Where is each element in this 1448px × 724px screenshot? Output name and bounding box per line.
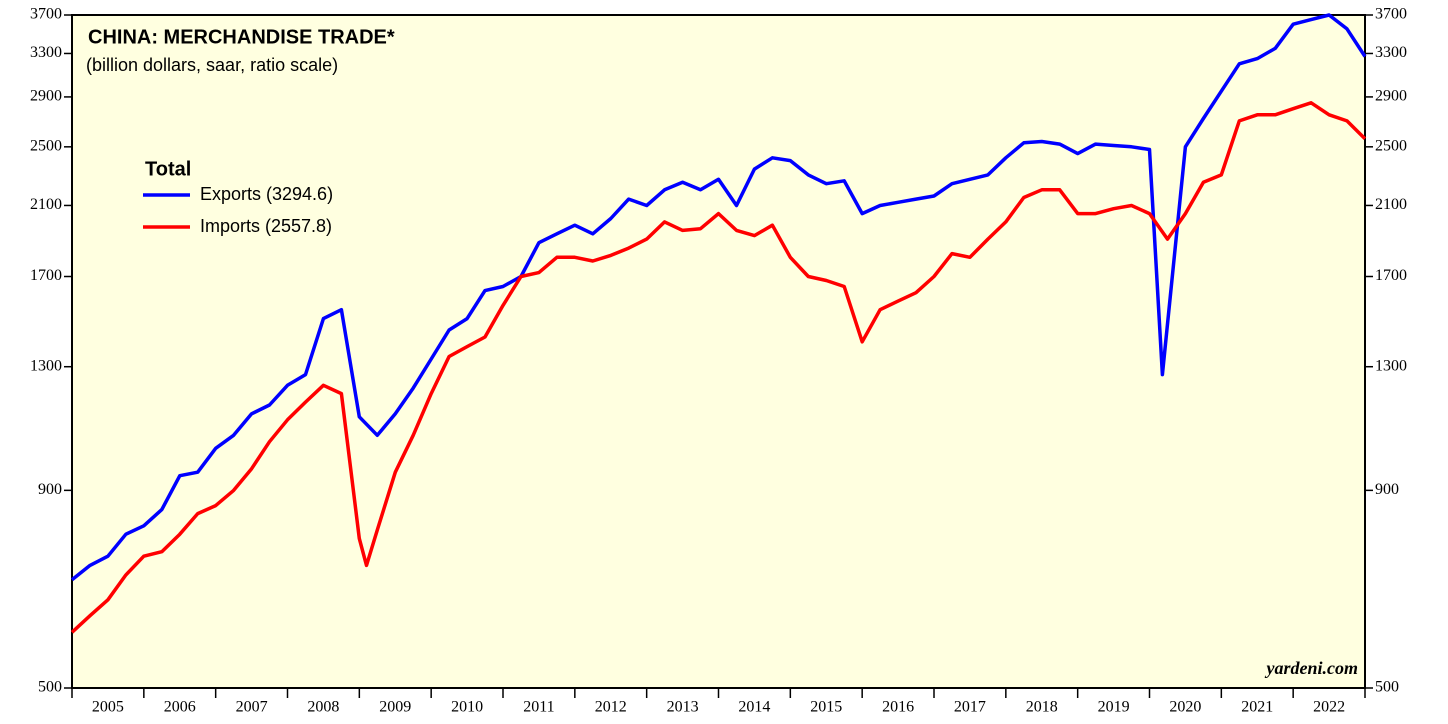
y-tick-label: 500: [38, 679, 62, 696]
x-tick-label: 2009: [379, 699, 411, 716]
legend-label: Imports (2557.8): [200, 216, 332, 236]
y2-tick-label: 2900: [1375, 88, 1407, 105]
y-tick-label: 2500: [30, 137, 62, 154]
x-tick-label: 2022: [1313, 699, 1345, 716]
legend-label: Exports (3294.6): [200, 184, 333, 204]
y2-tick-label: 1700: [1375, 267, 1407, 284]
y-tick-label: 3300: [30, 44, 62, 61]
x-tick-label: 2017: [954, 699, 986, 716]
y-tick-label: 1300: [30, 357, 62, 374]
chart-subtitle: (billion dollars, saar, ratio scale): [86, 55, 338, 75]
x-tick-label: 2014: [738, 699, 770, 716]
legend-title: Total: [145, 158, 191, 180]
x-tick-label: 2021: [1241, 699, 1273, 716]
y-tick-label: 900: [38, 481, 62, 498]
y2-tick-label: 3300: [1375, 44, 1407, 61]
y-tick-label: 2900: [30, 88, 62, 105]
x-tick-label: 2016: [882, 699, 914, 716]
x-tick-label: 2012: [595, 699, 627, 716]
x-tick-label: 2020: [1169, 699, 1201, 716]
chart-title: CHINA: MERCHANDISE TRADE*: [88, 26, 395, 48]
y2-tick-label: 2500: [1375, 137, 1407, 154]
x-tick-label: 2011: [523, 699, 554, 716]
y2-tick-label: 500: [1375, 679, 1399, 696]
x-tick-label: 2007: [236, 699, 268, 716]
series-line: [70, 13, 1367, 582]
x-tick-label: 2015: [810, 699, 842, 716]
series-line: [70, 101, 1367, 634]
y2-tick-label: 2100: [1375, 196, 1407, 213]
x-tick-label: 2006: [164, 699, 196, 716]
y-tick-label: 1700: [30, 267, 62, 284]
x-tick-label: 2010: [451, 699, 483, 716]
x-tick-label: 2008: [307, 699, 339, 716]
x-tick-label: 2018: [1026, 699, 1058, 716]
y2-tick-label: 900: [1375, 481, 1399, 498]
x-tick-label: 2019: [1098, 699, 1130, 716]
y2-tick-label: 1300: [1375, 357, 1407, 374]
y-tick-label: 2100: [30, 196, 62, 213]
y2-tick-label: 3700: [1375, 6, 1407, 23]
source: yardeni.com: [1265, 658, 1359, 678]
x-tick-label: 2005: [92, 699, 124, 716]
y-tick-label: 3700: [30, 6, 62, 23]
plot-area: [71, 14, 1366, 689]
x-tick-label: 2013: [667, 699, 699, 716]
